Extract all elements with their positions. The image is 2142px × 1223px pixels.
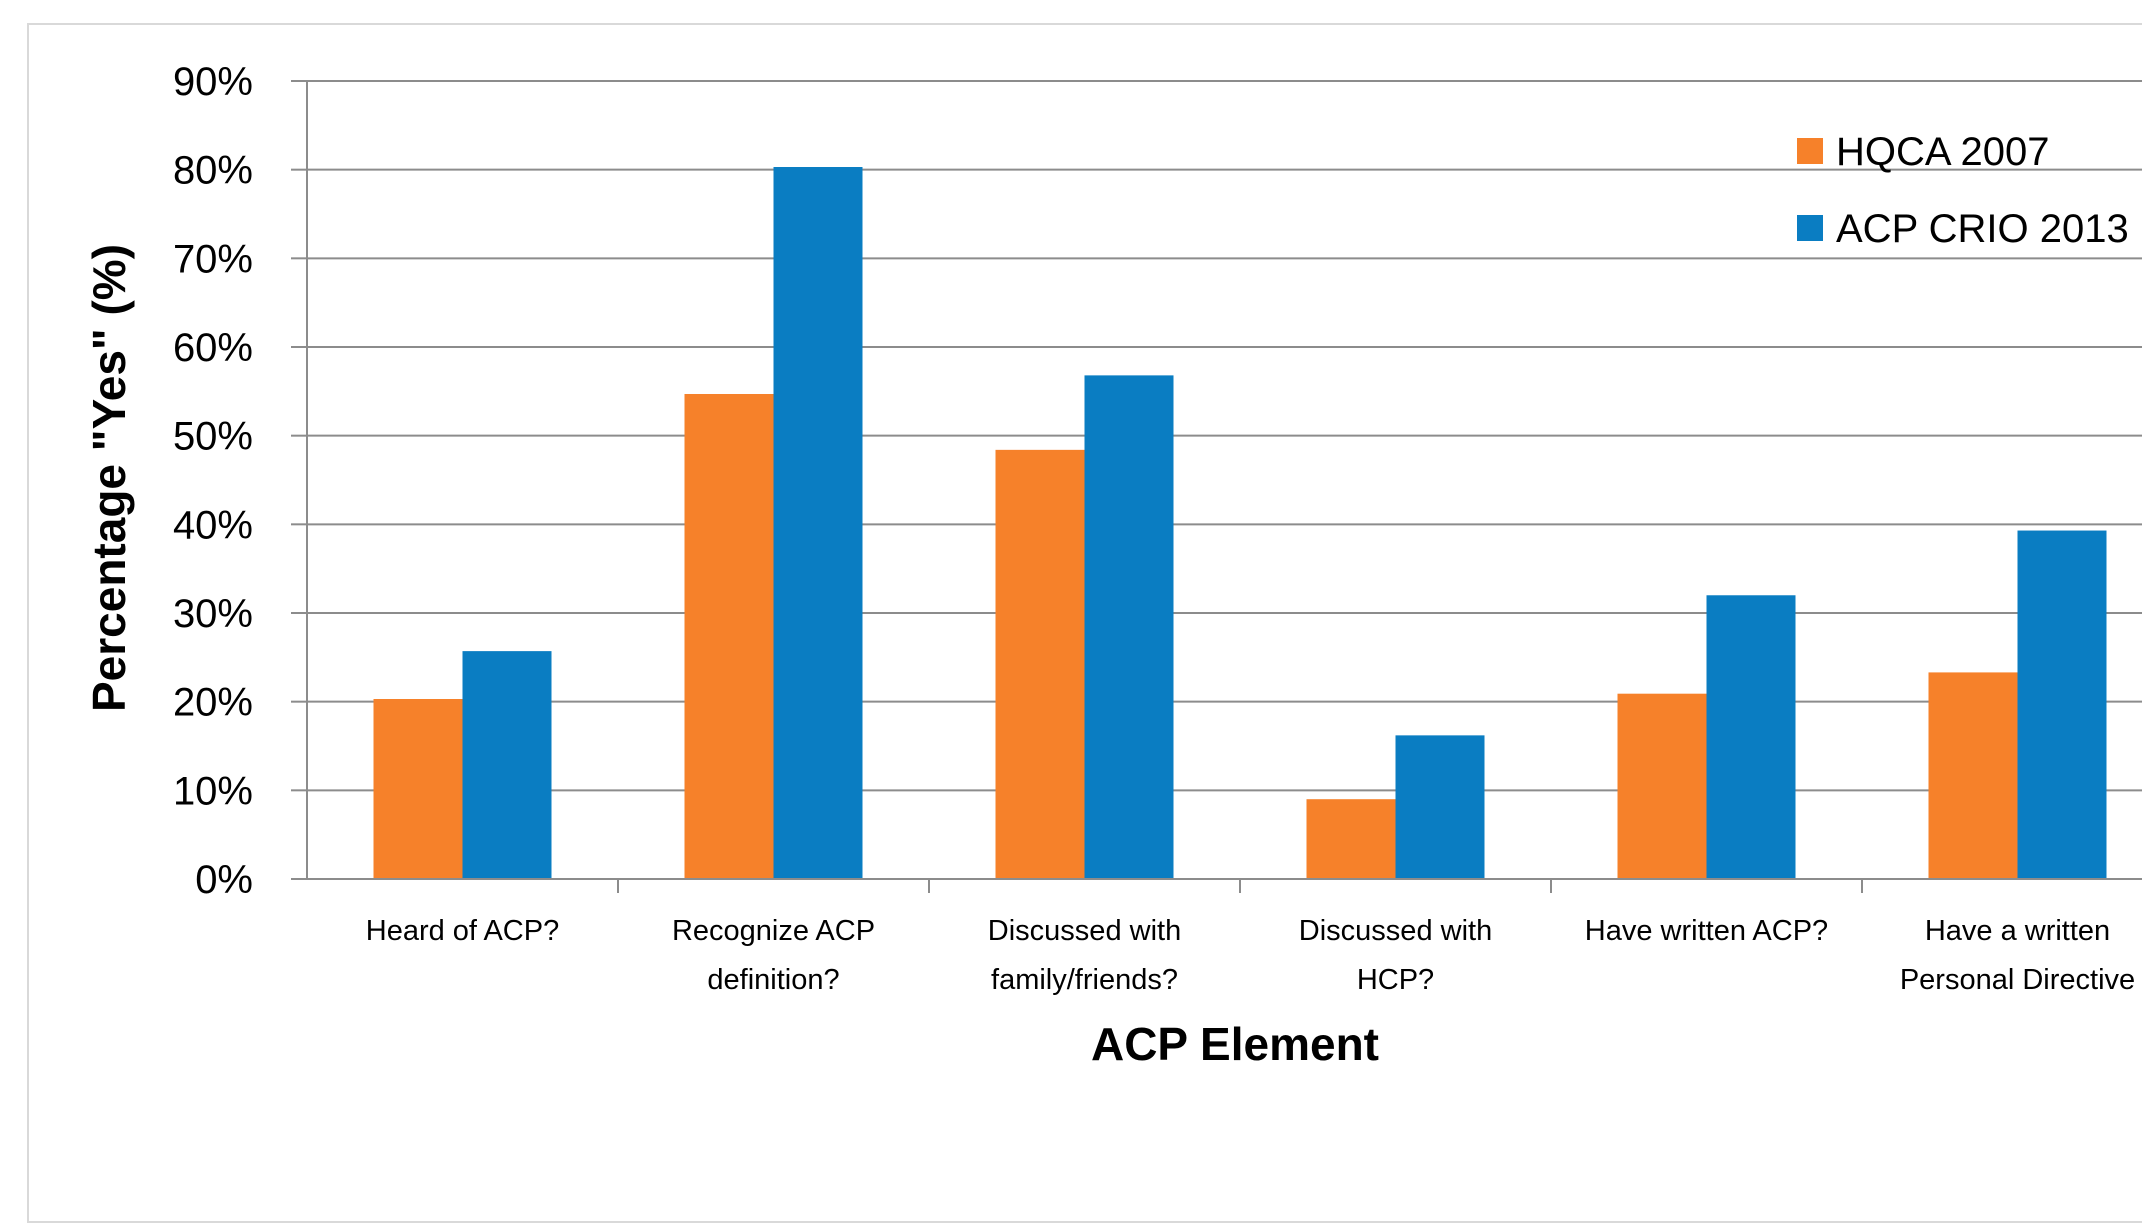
x-tick-label: Recognize ACP <box>672 915 875 947</box>
bar-hqca-2007-4 <box>1617 693 1707 879</box>
y-tick-label: 0% <box>195 858 253 902</box>
bar-acp-crio-2013-0 <box>462 651 552 879</box>
bar-hqca-2007-3 <box>1306 799 1396 879</box>
gridlines <box>307 80 2142 792</box>
bar-acp-crio-2013-1 <box>773 167 863 880</box>
y-tick-label: 30% <box>173 592 253 636</box>
bar-hqca-2007-1 <box>684 393 774 879</box>
y-axis-title: Percentage "Yes" (%) <box>83 244 135 712</box>
bar-hqca-2007-0 <box>373 699 463 879</box>
x-axis-ticks: Heard of ACP? Recognize ACP definition? Dis… <box>366 879 2135 996</box>
y-tick-label: 80% <box>173 149 253 193</box>
bar-hqca-2007-5 <box>1928 672 2018 879</box>
y-tick-label: 50% <box>173 415 253 459</box>
bar-acp-crio-2013-2 <box>1084 375 1174 879</box>
legend-swatch <box>1797 215 1823 241</box>
legend-label: ACP CRIO 2013 <box>1836 207 2129 251</box>
bar-acp-crio-2013-3 <box>1395 735 1485 879</box>
y-tick-label: 40% <box>173 503 253 547</box>
x-tick-label: Discussed with <box>1299 915 1492 947</box>
bar-acp-crio-2013-5 <box>2017 530 2107 879</box>
x-tick-label: Have a written <box>1925 915 2110 947</box>
y-tick-label: 10% <box>173 769 253 813</box>
x-tick-label: HCP? <box>1357 964 1434 996</box>
y-tick-label: 70% <box>173 237 253 281</box>
bars <box>373 167 2107 880</box>
x-tick-label: Personal Directive <box>1900 964 2135 996</box>
x-tick-label: definition? <box>707 964 839 996</box>
x-axis-title: ACP Element <box>1091 1018 1379 1070</box>
y-axis-ticks: 0% 10% 20% 30% 40% 50% 60% 70% 80% 90% <box>173 60 307 902</box>
legend: HQCA 2007 ACP CRIO 2013 <box>1797 130 2129 251</box>
bar-chart: 0% 10% 20% 30% 40% 50% 60% 70% 80% 90% Heard of A… <box>83 60 2142 1070</box>
y-tick-label: 60% <box>173 326 253 370</box>
legend-swatch <box>1797 138 1823 164</box>
x-tick-label: Heard of ACP? <box>366 915 559 947</box>
axes <box>306 81 2142 880</box>
x-tick-label: Discussed with <box>988 915 1181 947</box>
bar-hqca-2007-2 <box>995 449 1085 879</box>
y-tick-label: 90% <box>173 60 253 104</box>
x-tick-label: family/friends? <box>991 964 1178 996</box>
y-tick-label: 20% <box>173 681 253 725</box>
legend-label: HQCA 2007 <box>1836 130 2049 174</box>
x-tick-label: Have written ACP? <box>1585 915 1828 947</box>
bar-acp-crio-2013-4 <box>1706 595 1796 879</box>
